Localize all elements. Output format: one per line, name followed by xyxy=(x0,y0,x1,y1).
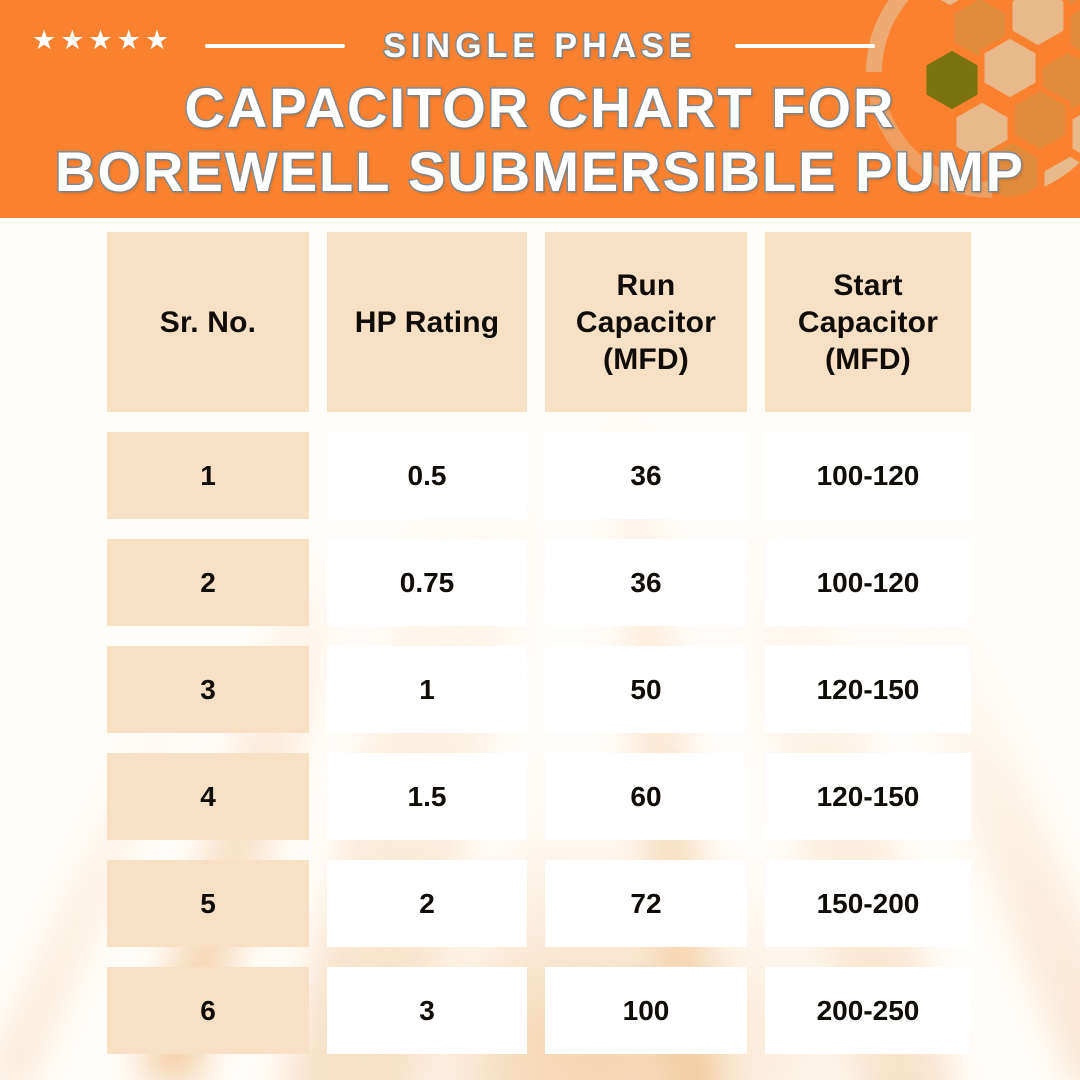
column-header-run-capacitor-line-2: Capacitor xyxy=(575,305,717,339)
star-rating-icon: ★★★★★ xyxy=(32,25,174,55)
cell-sr-no: 4 xyxy=(107,753,309,840)
cell-sr-no: 3 xyxy=(107,646,309,733)
divider-line-left xyxy=(205,44,346,48)
cell-hp-rating: 2 xyxy=(327,860,527,947)
cell-hp-rating: 3 xyxy=(327,967,527,1054)
table-row: 6 3 100 200-250 xyxy=(107,967,973,1054)
table-header-row: Sr. No. HP Rating Run Capacitor (MFD) St… xyxy=(107,232,973,412)
table-row: 4 1.5 60 120-150 xyxy=(107,753,973,840)
cell-sr-no: 5 xyxy=(107,860,309,947)
cell-run-capacitor: 36 xyxy=(545,432,747,519)
column-header-start-capacitor-line-3: (MFD) xyxy=(825,342,911,376)
cell-hp-rating: 1 xyxy=(327,646,527,733)
divider-line-right xyxy=(734,44,875,48)
page-title-line-2: BOREWELL SUBMERSIBLE PUMP xyxy=(54,139,1025,205)
header-banner: ★★★★★ SINGLE PHASE CAPACITOR CHART FOR B… xyxy=(0,0,1080,218)
header-subtitle: SINGLE PHASE xyxy=(382,25,697,66)
hexagon-sphere-icon xyxy=(866,0,1080,198)
cell-run-capacitor: 50 xyxy=(545,646,747,733)
capacitor-table: Sr. No. HP Rating Run Capacitor (MFD) St… xyxy=(107,232,973,1074)
header-subtitle-row: ★★★★★ SINGLE PHASE xyxy=(0,24,1080,68)
cell-start-capacitor: 120-150 xyxy=(765,753,971,840)
cell-hp-rating: 0.5 xyxy=(327,432,527,519)
table-row: 3 1 50 120-150 xyxy=(107,646,973,733)
cell-start-capacitor: 150-200 xyxy=(765,860,971,947)
column-header-start-capacitor-line-2: Capacitor xyxy=(797,305,939,339)
cell-hp-rating: 0.75 xyxy=(327,539,527,626)
column-header-sr-no: Sr. No. xyxy=(107,232,309,412)
cell-sr-no: 1 xyxy=(107,432,309,519)
column-header-run-capacitor-line-3: (MFD) xyxy=(603,342,689,376)
page-title-line-1: CAPACITOR CHART FOR xyxy=(183,75,896,141)
cell-sr-no: 2 xyxy=(107,539,309,626)
column-header-start-capacitor: Start Capacitor (MFD) xyxy=(765,232,971,412)
table-row: 2 0.75 36 100-120 xyxy=(107,539,973,626)
column-header-hp-rating: HP Rating xyxy=(327,232,527,412)
page-title: CAPACITOR CHART FOR BOREWELL SUBMERSIBLE… xyxy=(0,75,1080,205)
cell-hp-rating: 1.5 xyxy=(327,753,527,840)
column-header-run-capacitor-line-1: Run xyxy=(616,268,676,302)
cell-run-capacitor: 60 xyxy=(545,753,747,840)
table-row: 1 0.5 36 100-120 xyxy=(107,432,973,519)
cell-start-capacitor: 120-150 xyxy=(765,646,971,733)
column-header-start-capacitor-line-1: Start xyxy=(833,268,903,302)
table-row: 5 2 72 150-200 xyxy=(107,860,973,947)
column-header-run-capacitor: Run Capacitor (MFD) xyxy=(545,232,747,412)
cell-run-capacitor: 72 xyxy=(545,860,747,947)
cell-start-capacitor: 200-250 xyxy=(765,967,971,1054)
cell-run-capacitor: 100 xyxy=(545,967,747,1054)
cell-sr-no: 6 xyxy=(107,967,309,1054)
cell-run-capacitor: 36 xyxy=(545,539,747,626)
cell-start-capacitor: 100-120 xyxy=(765,432,971,519)
cell-start-capacitor: 100-120 xyxy=(765,539,971,626)
